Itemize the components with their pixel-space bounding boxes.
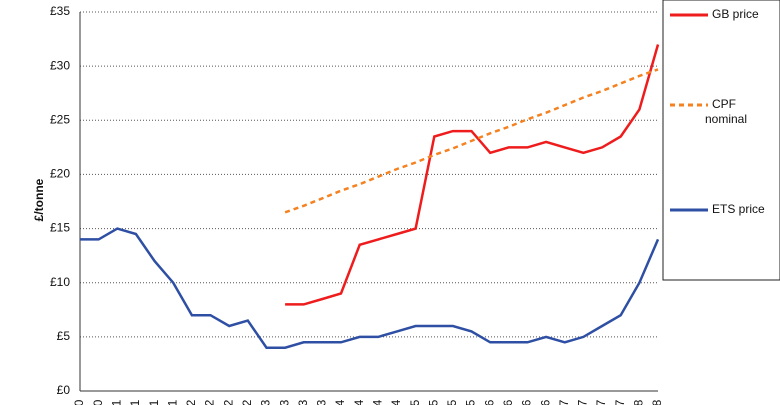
y-tick-label: £10 [50,275,70,289]
x-tick-label: 5 [426,399,440,405]
x-tick-label: 2 [203,399,217,405]
x-tick-label: 4 [333,399,347,405]
x-tick-label: 2 [184,399,198,405]
x-tick-label: 8 [650,399,664,405]
x-tick-label: 5 [464,399,478,405]
x-tick-label: 7 [557,399,571,405]
x-tick-label: 2 [221,399,235,405]
x-tick-label: 3 [315,399,329,405]
x-tick-label: 6 [538,399,552,405]
x-tick-label: 7 [576,399,590,405]
x-tick-label: 3 [259,399,273,405]
y-tick-label: £35 [50,4,70,18]
x-tick-label: 1 [165,399,179,405]
x-tick-label: 5 [445,399,459,405]
y-tick-label: £5 [57,329,71,343]
x-tick-label: 4 [352,399,366,405]
legend [662,0,780,281]
x-tick-label: 1 [128,399,142,405]
series-line [284,68,659,214]
x-tick-label: 3 [277,399,291,405]
x-tick-label: 8 [632,399,646,405]
x-tick-label: 1 [147,399,161,405]
legend-label: GB price [712,7,759,21]
x-tick-label: 0 [91,399,105,405]
series-line [80,227,660,349]
x-tick-label: 4 [389,399,403,405]
x-tick-label: 3 [296,399,310,405]
x-tick-label: 6 [501,399,515,405]
series-line [285,44,660,306]
y-tick-label: £15 [50,221,70,235]
x-tick-label: 0 [72,399,86,405]
y-tick-label: £0 [57,383,71,397]
x-tick-label: 4 [370,399,384,405]
legend-label: ETS price [712,202,765,216]
y-tick-label: £25 [50,112,70,126]
x-tick-label: 7 [613,399,627,405]
x-tick-label: 7 [594,399,608,405]
x-tick-label: 2 [240,399,254,405]
x-tick-label: 1 [109,399,123,405]
legend-label: CPF nominal [705,97,747,126]
x-tick-label: 5 [408,399,422,405]
x-tick-label: 6 [482,399,496,405]
y-tick-label: £30 [50,58,70,72]
x-tick-label: 6 [520,399,534,405]
y-axis-label: £/tonne [32,178,46,221]
y-tick-label: £20 [50,167,70,181]
